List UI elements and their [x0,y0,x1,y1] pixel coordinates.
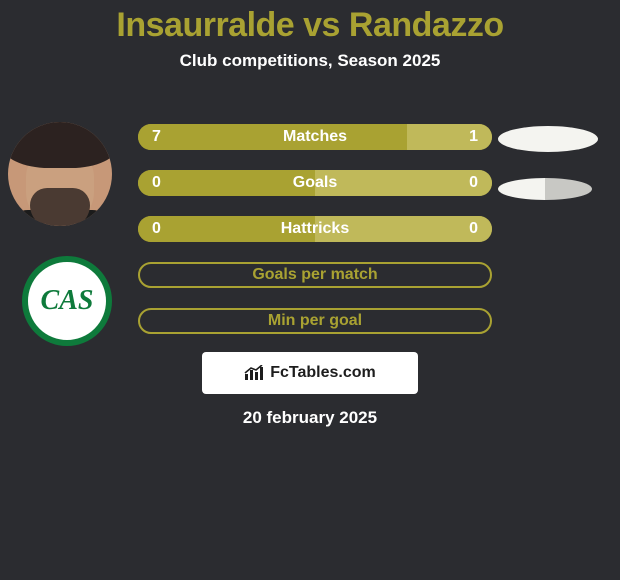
footer-date: 20 february 2025 [0,408,620,428]
stat-row-goals: 0 Goals 0 [138,170,492,196]
attribution-badge[interactable]: FcTables.com [202,352,418,394]
left-avatar-column: CAS [8,122,112,346]
stat-value-right: 0 [455,216,492,242]
stat-label: Matches [138,124,492,150]
stat-row-gpm: Goals per match [138,262,492,288]
attribution-text: FcTables.com [270,364,376,382]
club-badge: CAS [22,256,112,346]
stat-label: Goals [138,170,492,196]
stat-value-right: 0 [455,170,492,196]
player1-avatar [8,122,112,226]
stat-label: Hattricks [138,216,492,242]
stat-label: Goals per match [252,266,377,284]
right-ellipses [498,126,598,224]
club-badge-text: CAS [28,262,106,340]
bar-chart-icon [244,365,264,381]
player2-avatar-placeholder [498,126,598,152]
club2-badge-placeholder [498,178,592,200]
stat-label: Min per goal [268,312,362,330]
page-subtitle: Club competitions, Season 2025 [0,51,620,71]
stat-row-hattricks: 0 Hattricks 0 [138,216,492,242]
stat-bars: 7 Matches 1 0 Goals 0 0 Hattricks 0 Goal… [138,124,492,354]
stat-row-matches: 7 Matches 1 [138,124,492,150]
stat-row-mpg: Min per goal [138,308,492,334]
page-title: Insaurralde vs Randazzo [0,0,620,45]
stat-value-right: 1 [455,124,492,150]
